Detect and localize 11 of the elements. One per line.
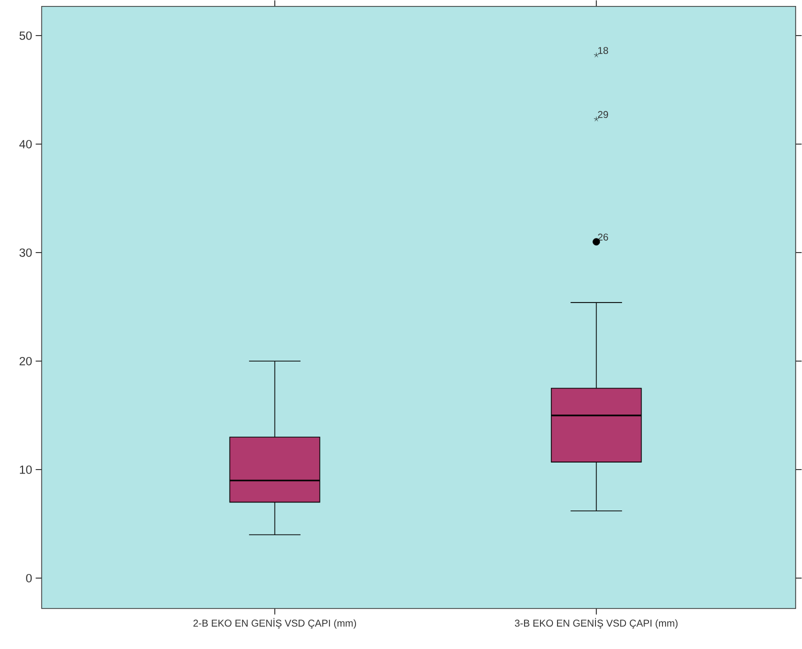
y-tick-label: 40 [19, 140, 32, 148]
y-tick-label: 50 [20, 31, 32, 40]
x-tick-label: 3-B EKO EN GENİŞ VSD ÇAPI (mm) [514, 618, 678, 629]
y-tick-label: 10 [20, 465, 32, 474]
annotation: 26 [598, 234, 608, 240]
annotation: 18 [598, 46, 608, 54]
annotation: 29 [598, 110, 608, 118]
x-tick-label: 2-B EKO EN GENİŞ VSD ÇAPI (mm) [193, 618, 356, 629]
y-tick-label: 20 [20, 356, 32, 366]
y-tick-label: 0 [26, 574, 32, 582]
y-tick-label: 30 [19, 248, 32, 257]
